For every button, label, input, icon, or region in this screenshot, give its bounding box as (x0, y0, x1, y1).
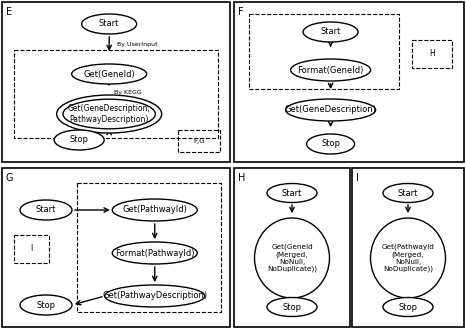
Ellipse shape (112, 199, 197, 221)
Ellipse shape (383, 297, 433, 316)
Text: E: E (6, 7, 12, 17)
Bar (2, 2, 230, 162)
Text: G: G (6, 173, 14, 183)
Text: Stop: Stop (36, 300, 55, 310)
Text: Get(GeneDescription,
PathwayDescription): Get(GeneDescription, PathwayDescription) (68, 104, 151, 124)
Ellipse shape (291, 59, 370, 81)
Ellipse shape (370, 218, 445, 298)
Bar (234, 2, 464, 162)
Ellipse shape (267, 184, 317, 203)
Text: Format(GeneId): Format(GeneId) (297, 65, 364, 74)
Text: Get(GeneId
(Merged,
NoNull,
NoDuplicate)): Get(GeneId (Merged, NoNull, NoDuplicate)… (267, 244, 317, 272)
Text: F: F (238, 7, 244, 17)
Bar (178, 130, 220, 152)
Ellipse shape (20, 295, 72, 315)
Ellipse shape (303, 22, 358, 42)
Ellipse shape (20, 200, 72, 220)
Text: H: H (429, 49, 435, 59)
Ellipse shape (267, 297, 317, 316)
Text: Get(PathwayId
(Merged,
NoNull,
NoDuplicate)): Get(PathwayId (Merged, NoNull, NoDuplica… (382, 244, 434, 272)
Bar (249, 14, 398, 89)
Text: F,G: F,G (193, 138, 205, 144)
Text: By UserInput: By UserInput (117, 42, 158, 47)
Ellipse shape (286, 99, 376, 121)
Text: Get(PathwayDescription): Get(PathwayDescription) (102, 291, 207, 300)
Bar (14, 50, 218, 138)
Ellipse shape (57, 95, 162, 133)
Text: Start: Start (36, 206, 56, 215)
Text: I: I (356, 173, 359, 183)
Text: Get(PathwayId): Get(PathwayId) (122, 206, 187, 215)
Bar (77, 183, 221, 312)
Ellipse shape (383, 184, 433, 203)
Bar (234, 168, 350, 327)
Ellipse shape (72, 64, 147, 84)
Text: Stop: Stop (282, 302, 302, 312)
Text: Start: Start (321, 28, 341, 37)
Bar (2, 168, 230, 327)
Bar (412, 40, 452, 68)
Ellipse shape (82, 14, 137, 34)
Bar (14, 235, 49, 263)
Text: Start: Start (282, 189, 302, 197)
Ellipse shape (307, 134, 355, 154)
Text: Start: Start (99, 19, 119, 29)
Ellipse shape (254, 218, 329, 298)
Text: Get(GeneDescription): Get(GeneDescription) (285, 106, 377, 114)
Ellipse shape (105, 285, 205, 307)
Bar (352, 168, 464, 327)
Ellipse shape (54, 130, 104, 150)
Text: Start: Start (398, 189, 418, 197)
Text: Stop: Stop (398, 302, 418, 312)
Ellipse shape (112, 242, 197, 264)
Text: Stop: Stop (69, 136, 89, 144)
Text: Format(PathwayId): Format(PathwayId) (115, 248, 194, 258)
Text: Stop: Stop (321, 139, 340, 148)
Text: By KEGG: By KEGG (114, 90, 142, 95)
Text: H: H (238, 173, 246, 183)
Text: Get(GeneId): Get(GeneId) (83, 69, 135, 79)
Text: I: I (30, 244, 32, 253)
